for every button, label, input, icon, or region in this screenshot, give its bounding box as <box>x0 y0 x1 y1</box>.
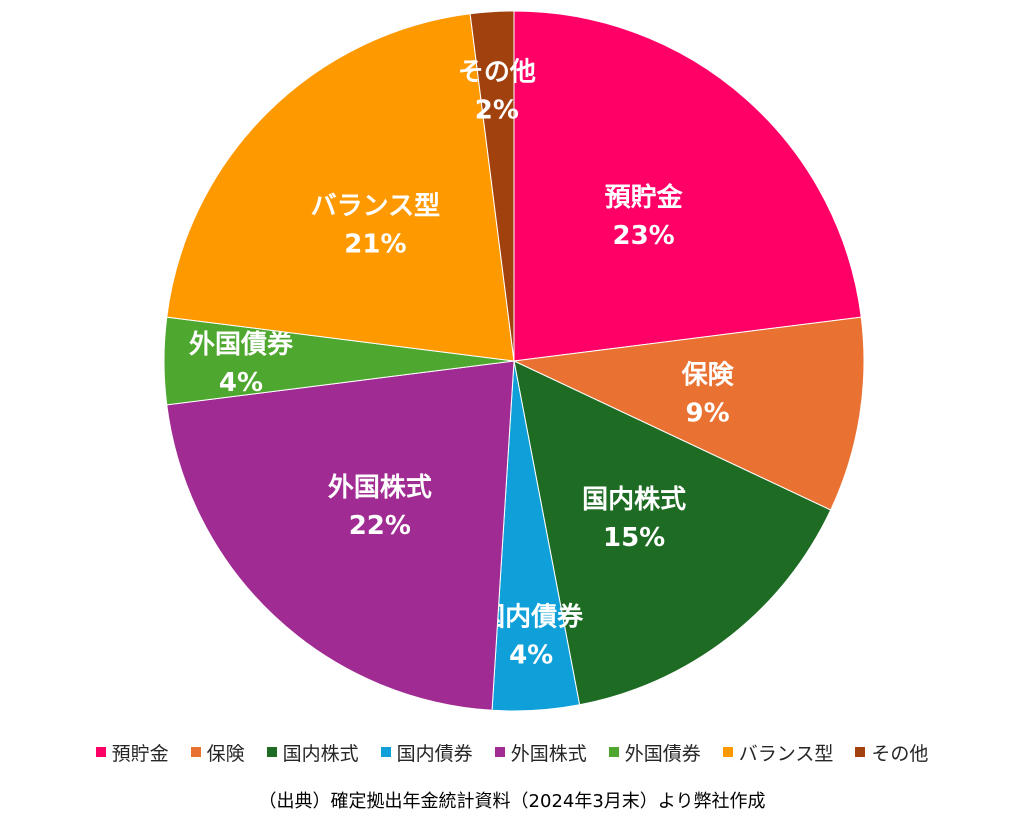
slice-name-label: 外国債券 <box>189 330 294 360</box>
slice-name-label: 国内株式 <box>582 485 686 515</box>
pie-slice-4 <box>166 360 515 711</box>
source-note: （出典）確定拠出年金統計資料（2024年3月末）より弊社作成 <box>258 791 766 812</box>
pie-slice-2 <box>513 360 832 706</box>
legend-label: 預貯金 <box>111 742 169 765</box>
slice-name-label: 保険 <box>681 360 735 391</box>
legend-label: その他 <box>871 742 929 765</box>
pie-slice-6 <box>166 13 515 362</box>
legend-swatch <box>380 747 391 757</box>
slice-name-label: その他 <box>458 58 536 88</box>
legend-item: 外国債券 <box>608 739 701 766</box>
slice-percent-label: 23% <box>612 221 674 251</box>
slice-percent-label: 21% <box>344 229 406 259</box>
legend-item: 預貯金 <box>95 739 169 766</box>
legend-swatch <box>266 747 277 757</box>
slice-percent-label: 4% <box>509 640 553 670</box>
pie-slice-7 <box>469 10 515 362</box>
legend: 預貯金 保険 国内株式 国内債券 外国株式 外国債券 バランス型 その他 <box>0 737 1024 767</box>
legend-swatch <box>494 747 505 757</box>
legend-item: バランス型 <box>722 739 834 766</box>
slice-percent-label: 9% <box>686 399 730 429</box>
legend-swatch <box>608 747 619 757</box>
legend-item: その他 <box>855 739 928 766</box>
legend-label: バランス型 <box>738 742 834 765</box>
slice-percent-label: 22% <box>349 511 411 541</box>
legend-label: 外国債券 <box>624 742 701 765</box>
legend-swatch <box>855 747 866 757</box>
legend-item: 国内債券 <box>380 739 473 766</box>
legend-item: 保険 <box>190 739 245 766</box>
slice-name-label: 預貯金 <box>605 182 684 213</box>
legend-item: 外国株式 <box>494 739 587 766</box>
pie-slice-0 <box>513 10 862 362</box>
pie-chart: 預貯金23%保険9%国内株式15%国内債券4%外国株式22%外国債券4%バランス… <box>163 10 865 712</box>
slice-name-label: 外国株式 <box>328 473 432 503</box>
legend-label: 保険 <box>206 742 245 765</box>
slice-percent-label: 4% <box>219 368 263 398</box>
legend-swatch <box>95 747 106 757</box>
legend-swatch <box>190 747 201 757</box>
slice-name-label: バランス型 <box>311 191 440 221</box>
legend-label: 国内債券 <box>396 742 473 765</box>
legend-label: 外国株式 <box>510 742 587 765</box>
pie-slice-1 <box>512 316 865 511</box>
legend-swatch <box>722 747 733 757</box>
slice-percent-label: 15% <box>603 523 665 553</box>
slice-percent-label: 2% <box>475 96 519 126</box>
legend-label: 国内株式 <box>282 742 359 765</box>
legend-item: 国内株式 <box>266 739 359 766</box>
